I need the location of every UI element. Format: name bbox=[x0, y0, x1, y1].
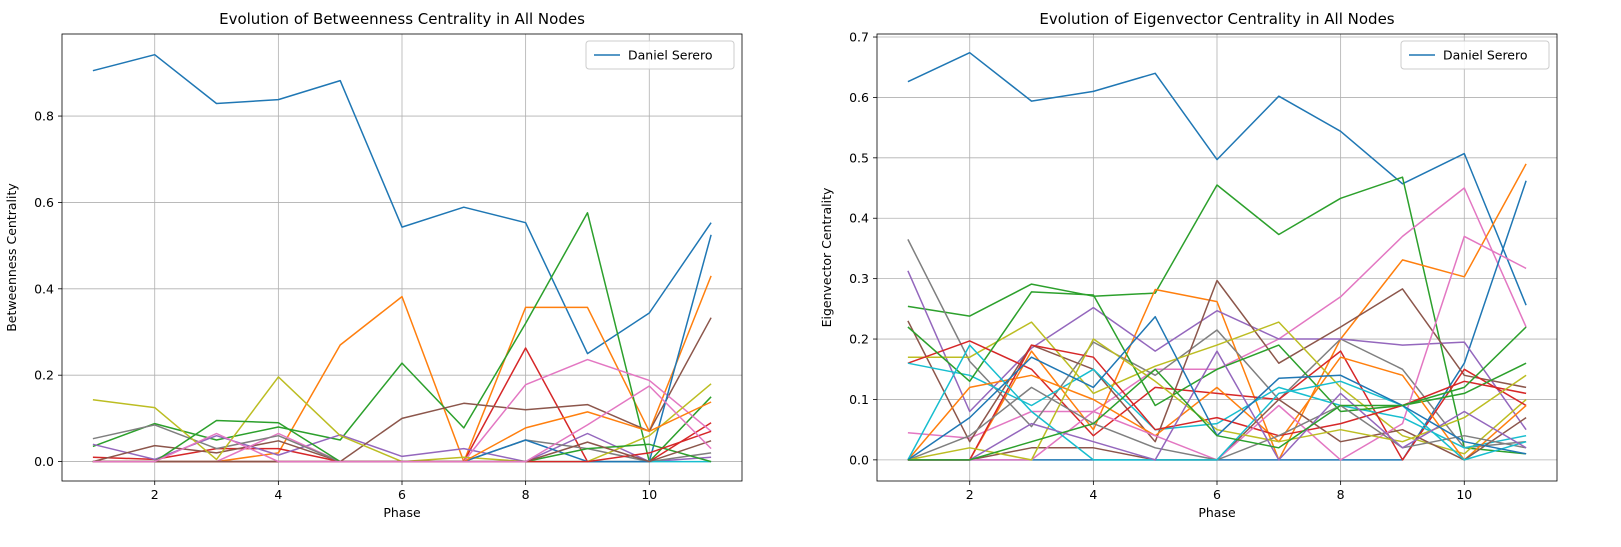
x-tick-label: 10 bbox=[1456, 487, 1472, 502]
x-axis-label: Phase bbox=[383, 505, 421, 520]
betweenness-series-lines bbox=[92, 53, 712, 463]
series-line bbox=[907, 344, 1527, 461]
legend-box bbox=[585, 40, 735, 70]
eigenvector-x-ticks: 2 4 6 8 10 bbox=[966, 481, 1472, 502]
series-line bbox=[907, 362, 1527, 449]
betweenness-y-ticks: 0.0 0.2 0.4 0.6 0.8 bbox=[34, 109, 62, 469]
legend: Daniel Serero bbox=[1400, 40, 1550, 70]
y-tick-label: 0.7 bbox=[849, 30, 869, 45]
y-tick-label: 0.2 bbox=[34, 368, 54, 383]
series-line bbox=[907, 340, 1527, 461]
legend-label: Daniel Serero bbox=[628, 48, 713, 63]
series-line bbox=[907, 326, 1527, 461]
series-line bbox=[907, 350, 1527, 461]
legend: Daniel Serero bbox=[585, 40, 735, 70]
y-tick-label: 0.2 bbox=[849, 332, 869, 347]
y-axis-label: Eigenvector Centrality bbox=[819, 187, 834, 327]
eigenvector-series-lines bbox=[907, 51, 1527, 461]
eigenvector-y-ticks: 0.0 0.1 0.2 0.3 0.4 0.5 0.6 0.7 bbox=[849, 30, 877, 467]
eigenvector-gridlines bbox=[877, 34, 1557, 481]
x-tick-label: 10 bbox=[641, 487, 657, 502]
series-line bbox=[92, 385, 712, 463]
chart-title: Evolution of Betweenness Centrality in A… bbox=[219, 10, 585, 28]
series-line-daniel-serero bbox=[92, 53, 712, 355]
y-tick-label: 0.0 bbox=[34, 454, 54, 469]
series-line bbox=[907, 270, 1527, 431]
x-tick-label: 2 bbox=[966, 487, 974, 502]
legend-box bbox=[1400, 40, 1550, 70]
series-line bbox=[907, 176, 1527, 455]
x-tick-label: 2 bbox=[151, 487, 159, 502]
betweenness-chart: 2 4 6 8 10 0.0 0.2 0.4 0.6 0.8 Evolution of Betw… bbox=[4, 10, 743, 520]
series-line bbox=[907, 356, 1527, 461]
x-axis-label: Phase bbox=[1198, 505, 1236, 520]
y-tick-label: 0.5 bbox=[849, 150, 869, 165]
chart-title: Evolution of Eigenvector Centrality in A… bbox=[1039, 10, 1394, 28]
y-tick-label: 0.3 bbox=[849, 271, 869, 286]
series-line bbox=[907, 291, 1527, 413]
y-tick-label: 0.4 bbox=[34, 281, 54, 296]
x-tick-label: 4 bbox=[274, 487, 282, 502]
eigenvector-chart: 2 4 6 8 10 0.0 0.1 0.2 0.3 0.4 0.5 0.6 0.7 Evolutio… bbox=[819, 10, 1558, 520]
series-line bbox=[907, 338, 1527, 461]
series-line-daniel-serero bbox=[907, 51, 1527, 306]
y-tick-label: 0.1 bbox=[849, 392, 869, 407]
x-tick-label: 4 bbox=[1089, 487, 1097, 502]
x-tick-label: 6 bbox=[398, 487, 406, 502]
x-tick-label: 6 bbox=[1213, 487, 1221, 502]
y-tick-label: 0.0 bbox=[849, 452, 869, 467]
series-line bbox=[907, 344, 1527, 461]
series-line bbox=[907, 239, 1527, 449]
series-line bbox=[92, 317, 712, 463]
x-tick-label: 8 bbox=[1337, 487, 1345, 502]
series-line bbox=[907, 321, 1527, 455]
y-tick-label: 0.6 bbox=[34, 195, 54, 210]
y-tick-label: 0.6 bbox=[849, 90, 869, 105]
y-tick-label: 0.8 bbox=[34, 109, 54, 124]
y-axis-label: Betweenness Centrality bbox=[4, 183, 19, 332]
legend-label: Daniel Serero bbox=[1443, 48, 1528, 63]
x-tick-label: 8 bbox=[522, 487, 530, 502]
betweenness-x-ticks: 2 4 6 8 10 bbox=[151, 481, 657, 502]
series-line bbox=[907, 163, 1527, 461]
y-tick-label: 0.4 bbox=[849, 211, 869, 226]
